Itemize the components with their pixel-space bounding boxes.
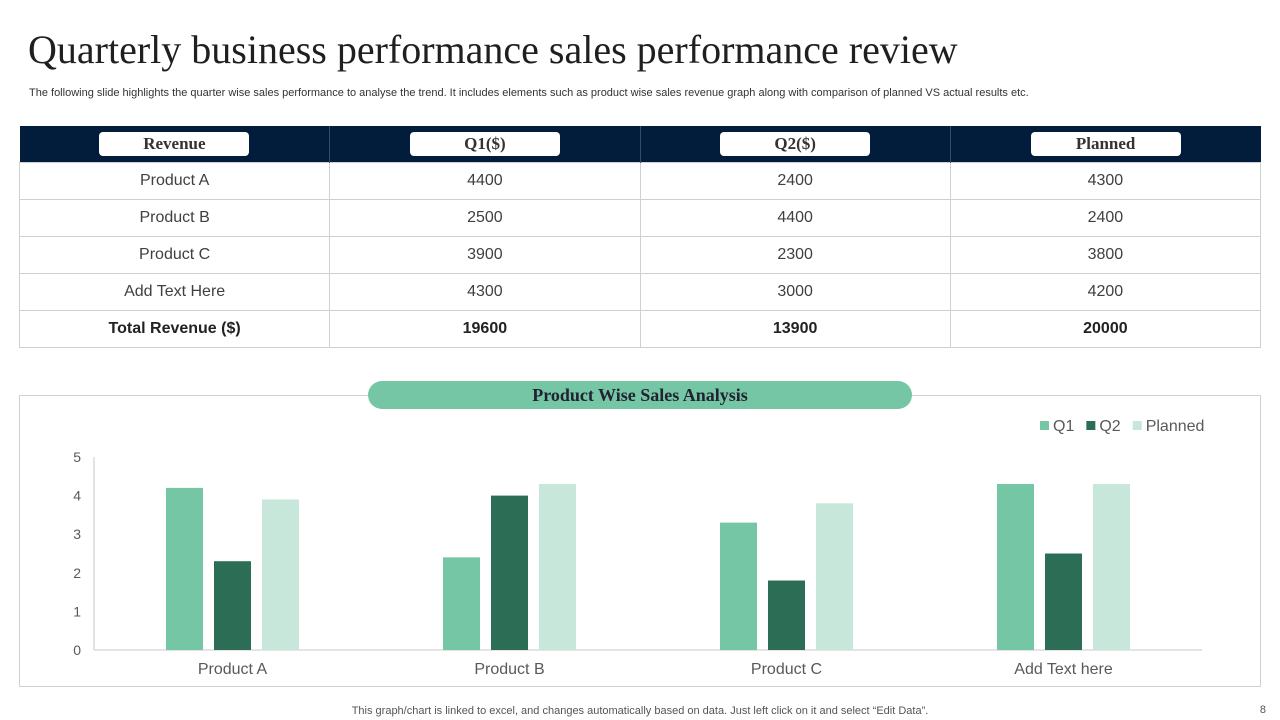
bar-q2-3 xyxy=(768,580,805,650)
table-cell: 2500 xyxy=(329,199,641,237)
legend-label-q2: Q2 xyxy=(1099,418,1120,435)
table-total-row: Total Revenue ($) 19600 13900 20000 xyxy=(18,310,1262,348)
x-tick-label: Product B xyxy=(474,661,544,678)
y-tick-label: 2 xyxy=(73,565,81,581)
total-label: Total Revenue ($) xyxy=(18,310,331,348)
chart-title: Product Wise Sales Analysis xyxy=(368,381,912,409)
table-cell: Product A xyxy=(18,162,331,200)
y-tick-label: 1 xyxy=(73,603,81,619)
bar-q2-2 xyxy=(491,495,528,650)
table-cell: 3000 xyxy=(639,273,951,311)
header-label-revenue: Revenue xyxy=(99,132,250,156)
slide-subtitle: The following slide highlights the quart… xyxy=(29,87,1029,99)
slide-footer-note: This graph/chart is linked to excel, and… xyxy=(351,705,929,717)
legend-swatch-q2 xyxy=(1086,421,1096,430)
table-cell: 4200 xyxy=(949,273,1262,311)
bar-planned-1 xyxy=(262,499,299,650)
y-tick-label: 0 xyxy=(73,642,81,658)
legend-swatch-q1 xyxy=(1040,421,1049,430)
revenue-table: Revenue Q1($) Q2($) Planned Product A 44… xyxy=(18,126,1262,348)
table-row: Product C 3900 2300 3800 xyxy=(18,236,1262,274)
table-row: Product A 4400 2400 4300 xyxy=(18,162,1262,200)
total-planned: 20000 xyxy=(949,310,1262,348)
bar-planned-2 xyxy=(539,484,576,650)
total-q2: 13900 xyxy=(639,310,951,348)
x-tick-label: Product A xyxy=(198,661,268,678)
header-cell-revenue: Revenue xyxy=(19,126,330,163)
total-q1: 19600 xyxy=(329,310,641,348)
bar-planned-4 xyxy=(1093,484,1130,650)
table-cell: 4300 xyxy=(329,273,641,311)
table-row: Add Text Here 4300 3000 4200 xyxy=(18,273,1262,311)
header-label-planned: Planned xyxy=(1030,132,1181,156)
bar-q1-3 xyxy=(720,522,757,650)
header-label-q1: Q1($) xyxy=(409,132,560,156)
legend-label-planned: Planned xyxy=(1146,418,1205,435)
y-tick-label: 5 xyxy=(73,449,81,465)
table-cell: Product C xyxy=(18,236,331,274)
slide-title: Quarterly business performance sales per… xyxy=(28,27,958,72)
table-header-row: Revenue Q1($) Q2($) Planned xyxy=(19,126,1261,163)
legend-swatch-planned xyxy=(1132,421,1142,430)
bar-q1-2 xyxy=(443,557,480,650)
header-cell-q1: Q1($) xyxy=(329,126,640,163)
bar-planned-3 xyxy=(816,503,853,650)
page-number: 8 xyxy=(1259,704,1266,716)
x-tick-label: Add Text here xyxy=(1014,661,1113,678)
bar-q2-1 xyxy=(214,561,251,650)
bar-q1-4 xyxy=(997,484,1034,650)
x-tick-label: Product C xyxy=(751,661,822,678)
y-tick-label: 3 xyxy=(73,526,81,542)
table-cell: Add Text Here xyxy=(18,273,331,311)
y-tick-label: 4 xyxy=(73,488,81,504)
header-cell-planned: Planned xyxy=(949,126,1261,163)
bar-q2-4 xyxy=(1045,553,1082,650)
header-label-q2: Q2($) xyxy=(720,132,871,156)
table-cell: 2400 xyxy=(639,162,951,200)
bar-q1-1 xyxy=(166,487,203,650)
header-cell-q2: Q2($) xyxy=(639,126,951,163)
legend-label-q1: Q1 xyxy=(1053,418,1074,435)
table-cell: 4400 xyxy=(639,199,951,237)
